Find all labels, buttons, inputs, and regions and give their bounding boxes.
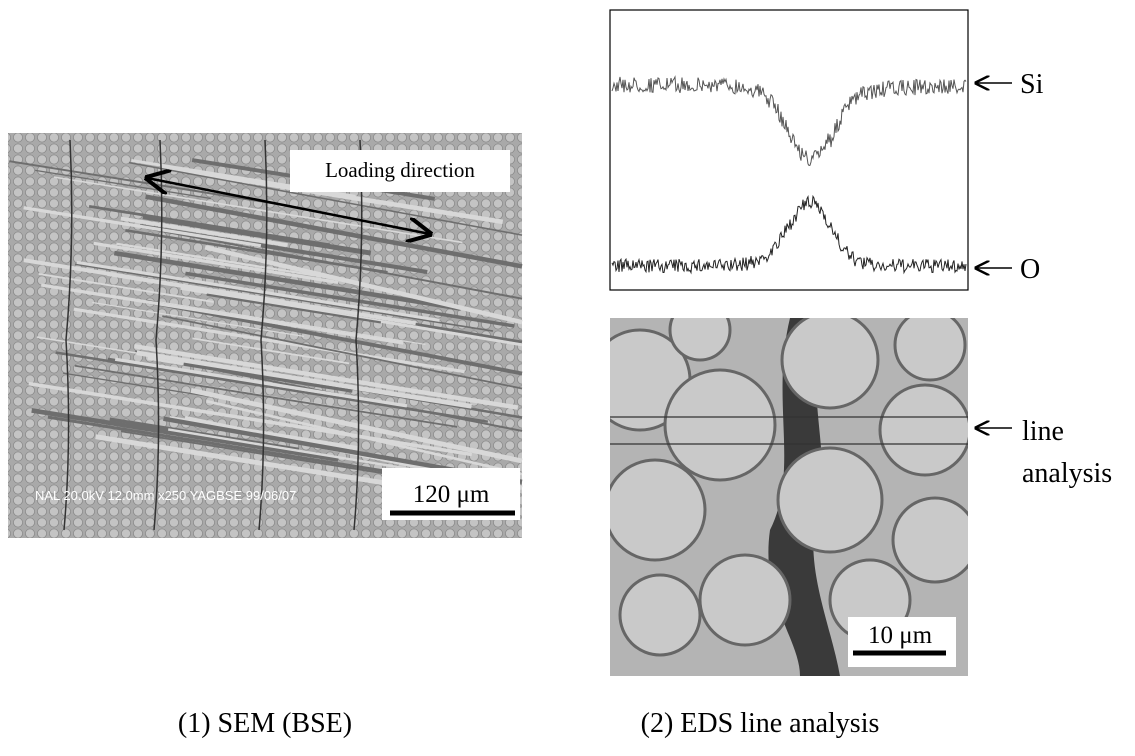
- sem-image: Loading direction NAL 20.0kV 12.0mm x250…: [8, 133, 522, 538]
- profile-label: Si: [1020, 69, 1044, 100]
- profile-label: O: [1020, 254, 1040, 285]
- fiber: [620, 575, 700, 655]
- fiber: [778, 448, 882, 552]
- line-label: line: [1022, 416, 1064, 447]
- scale-label: 10 μm: [868, 622, 933, 649]
- sem-info: NAL 20.0kV 12.0mm x250 YAGBSE 99/06/07: [35, 488, 296, 503]
- scale-label: 120 μm: [413, 481, 490, 508]
- fiber: [670, 300, 730, 360]
- annotation: Loading direction: [325, 158, 475, 182]
- eds-profile: Si O: [610, 10, 1044, 290]
- fiber: [880, 385, 970, 475]
- caption: (1) SEM (BSE): [178, 708, 352, 739]
- fiber: [605, 460, 705, 560]
- eds-image: line analysis 10 μm: [590, 300, 1112, 676]
- fiber: [700, 555, 790, 645]
- fiber: [782, 312, 878, 408]
- fiber: [895, 310, 965, 380]
- fiber: [893, 498, 977, 582]
- fiber: [665, 370, 775, 480]
- line-label: analysis: [1022, 458, 1112, 489]
- figure: Loading direction NAL 20.0kV 12.0mm x250…: [0, 0, 1135, 751]
- caption: (2) EDS line analysis: [641, 708, 880, 739]
